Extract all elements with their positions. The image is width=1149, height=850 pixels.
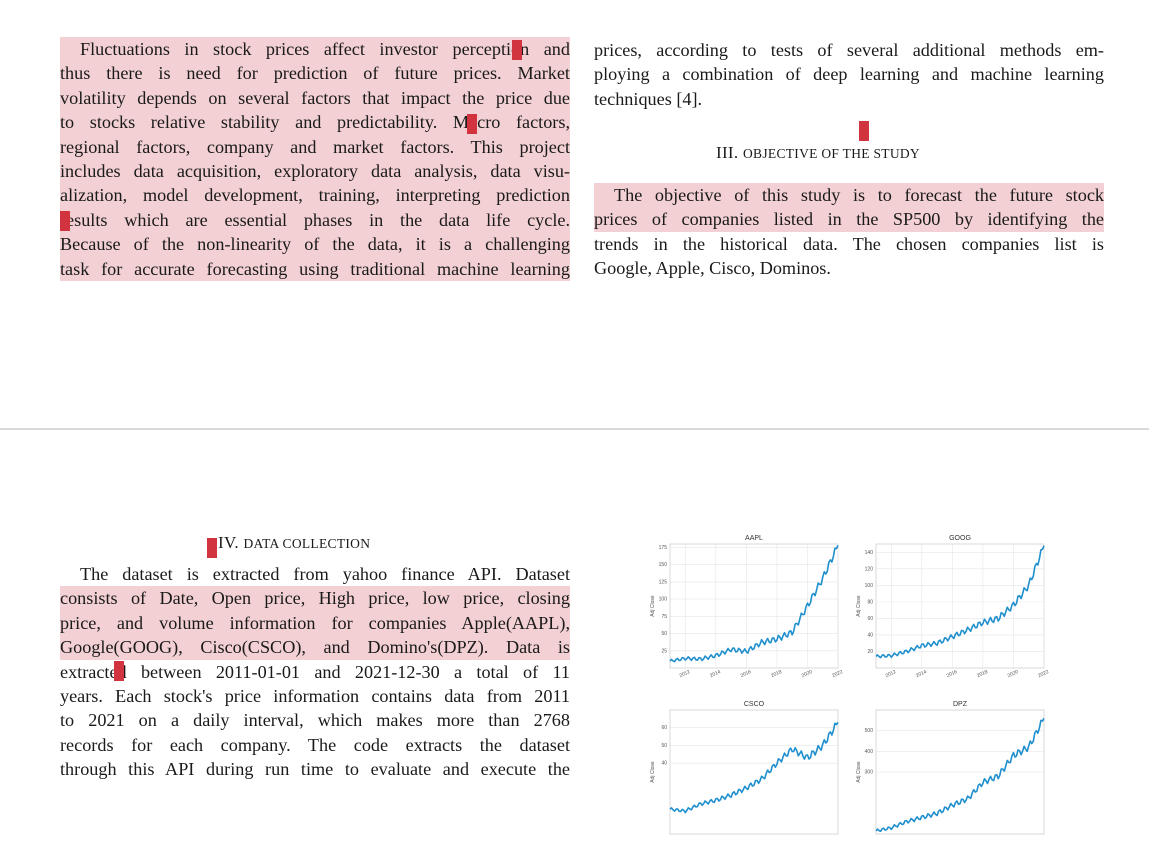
y-tick-label: 40	[661, 761, 667, 767]
right-column: prices, according to tests of several ad…	[594, 38, 1104, 111]
text-line: thus there is need for prediction of fut…	[60, 61, 570, 86]
y-tick-label: 50	[661, 631, 667, 637]
y-tick-label: 60	[661, 725, 667, 731]
x-tick-label: 2014	[915, 669, 928, 679]
x-tick-label: 2016	[946, 669, 959, 679]
page-divider	[0, 428, 1149, 430]
highlight-marker[interactable]	[207, 538, 217, 558]
text-line: consists of Date, Open price, High price…	[60, 586, 570, 611]
text-line: prices, according to tests of several ad…	[594, 40, 1104, 60]
y-tick-label: 25	[661, 648, 667, 654]
chart-title: DPZ	[953, 701, 968, 708]
x-tick-label: 2022	[831, 669, 844, 679]
chart-goog: GOOG Adj Close 20 40 60 80 100 120 140 2012 2014 20…	[854, 534, 1050, 684]
text-line: includes data acquisition, exploratory d…	[60, 158, 570, 184]
series-line	[875, 545, 1045, 659]
highlight-marker[interactable]	[114, 661, 124, 681]
y-axis-label: Adj Close	[650, 761, 656, 783]
y-tick-label: 500	[865, 728, 874, 734]
y-tick-label: 150	[659, 562, 668, 568]
text-line: years. Each stock's price information co…	[60, 685, 570, 706]
text-line: price, and volume information for compan…	[60, 610, 570, 636]
text-line: Google(GOOG), Cisco(CSCO), and Domino's(…	[60, 635, 570, 660]
chart-csco: CSCO Adj Close 40 50 60	[648, 700, 840, 850]
text-line: extracted between 2011-01-01 and 2021-12…	[60, 661, 570, 682]
text-line: regional factors, company and market fac…	[60, 134, 570, 159]
text-line: Google, Apple, Cisco, Dominos.	[594, 258, 831, 279]
text-line: The objective of this study is to foreca…	[594, 183, 1104, 208]
highlight-marker[interactable]	[60, 211, 70, 231]
plot-area	[669, 709, 839, 835]
x-tick-label: 2012	[679, 669, 692, 679]
highlight-marker[interactable]	[859, 121, 869, 141]
text-line: Fluctuations in stock prices affect inve…	[60, 37, 570, 62]
section-heading-data-collection: IV. Data Collection	[218, 533, 370, 553]
top-page: Fluctuations in stock prices affect inve…	[60, 37, 1104, 281]
highlight-marker[interactable]	[512, 40, 522, 60]
y-tick-label: 400	[865, 749, 874, 755]
x-tick-label: 2020	[801, 669, 814, 679]
x-tick-label: 2016	[740, 669, 753, 679]
chart-title: GOOG	[949, 535, 971, 542]
data-collection-paragraph: The dataset is extracted from yahoo fina…	[60, 562, 570, 782]
y-tick-label: 140	[865, 550, 874, 556]
section-numeral: IV.	[218, 533, 239, 552]
y-tick-label: 40	[867, 632, 873, 638]
bottom-page: IV. Data Collection The dataset is extra…	[0, 430, 1149, 835]
left-column: Fluctuations in stock prices affect inve…	[60, 37, 570, 281]
text-line: prices of companies listed in the SP500 …	[594, 207, 1104, 232]
y-tick-label: 50	[661, 743, 667, 749]
chart-aapl: AAPL Adj Close 25 50 75 100 125 150 175 2012 2014 2…	[648, 534, 844, 684]
text-line: task for accurate forecasting using trad…	[60, 256, 570, 281]
x-tick-label: 2012	[885, 669, 898, 679]
y-tick-label: 100	[659, 597, 668, 603]
text-line: alization, model development, training, …	[60, 183, 570, 208]
text-line: to stocks relative stability and predict…	[60, 110, 570, 135]
y-tick-label: 300	[865, 770, 874, 776]
x-tick-label: 2014	[709, 669, 722, 679]
x-tick-label: 2018	[976, 669, 989, 679]
chart-title: AAPL	[745, 535, 763, 542]
text-line: ploying a combination of deep learning a…	[594, 64, 1104, 85]
y-axis-label: Adj Close	[856, 761, 862, 783]
y-axis-label: Adj Close	[856, 595, 862, 617]
objective-paragraph: The objective of this study is to foreca…	[594, 183, 1104, 281]
section-numeral: III.	[716, 143, 739, 162]
chart-dpz: DPZ Adj Close 300 400 500	[854, 700, 1046, 850]
section-heading-objective: III. Objective of the Study	[716, 143, 920, 163]
y-tick-label: 175	[659, 545, 668, 551]
y-axis-label: Adj Close	[650, 595, 656, 617]
text-line: results which are essential phases in th…	[60, 207, 570, 233]
x-tick-label: 2022	[1037, 669, 1050, 679]
y-tick-label: 60	[867, 616, 873, 622]
text-line: through this API during run time to eval…	[60, 759, 570, 780]
chart-title: CSCO	[744, 701, 765, 708]
highlight-marker[interactable]	[467, 114, 477, 134]
text-line: techniques [4].	[594, 88, 703, 109]
y-tick-label: 120	[865, 566, 874, 572]
text-line: records for each company. The code extra…	[60, 734, 570, 755]
text-line: Because of the non-linearity of the data…	[60, 232, 570, 257]
text-line: to 2021 on a daily interval, which makes…	[60, 710, 570, 731]
text-line: trends in the historical data. The chose…	[594, 233, 1104, 254]
text-line: The dataset is extracted from yahoo fina…	[80, 564, 570, 584]
x-tick-label: 2020	[1007, 669, 1020, 679]
y-tick-label: 100	[865, 583, 874, 589]
series-line	[669, 545, 839, 663]
y-tick-label: 125	[659, 579, 668, 585]
plot-area	[875, 543, 1045, 669]
section-title: Data Collection	[243, 536, 371, 551]
y-tick-label: 20	[867, 649, 873, 655]
y-tick-label: 75	[661, 614, 667, 620]
x-tick-label: 2018	[770, 669, 783, 679]
section-title: Objective of the Study	[743, 146, 920, 161]
text-line: volatility depends on several factors th…	[60, 85, 570, 111]
y-tick-label: 80	[867, 599, 873, 605]
